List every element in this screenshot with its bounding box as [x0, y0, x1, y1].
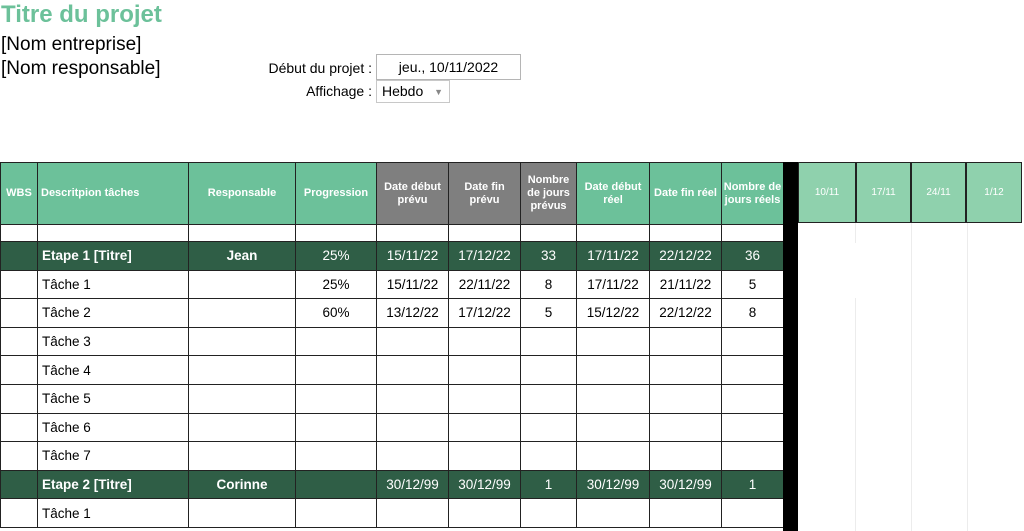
start-date-input[interactable]: jeu., 10/11/2022 — [376, 54, 521, 80]
cell-description[interactable]: Tâche 5 — [37, 383, 189, 414]
cell-actual-end[interactable]: 21/11/22 — [649, 269, 722, 300]
cell-planned-days[interactable]: 8 — [520, 269, 577, 300]
cell-owner[interactable] — [188, 298, 296, 328]
cell-description[interactable]: Etape 1 [Titre] — [37, 241, 189, 271]
header-actual-days[interactable]: Nombre de jours réels — [721, 162, 784, 225]
cell-description[interactable]: Tâche 3 — [37, 326, 189, 357]
header-owner[interactable]: Responsable — [188, 162, 296, 225]
cell-description[interactable]: Tâche 7 — [37, 441, 189, 471]
cell-planned-start[interactable]: 30/12/99 — [376, 469, 449, 500]
header-planned-end[interactable]: Date fin prévu — [448, 162, 521, 225]
gantt-week-header[interactable]: 24/11 — [911, 162, 966, 223]
table-row: Tâche 4 — [0, 355, 784, 385]
cell-planned-days[interactable]: 33 — [520, 241, 577, 271]
table-row: Tâche 1 — [0, 498, 784, 528]
cell-actual-start[interactable]: 17/11/22 — [576, 241, 650, 271]
company-name: [Nom entreprise] — [1, 34, 142, 55]
cell-actual-start[interactable]: 30/12/99 — [576, 469, 650, 500]
header-progress[interactable]: Progression — [295, 162, 377, 225]
table-row: Tâche 3 — [0, 326, 784, 357]
manager-name: [Nom responsable] — [1, 58, 161, 79]
table-row: Tâche 2 60% 13/12/22 17/12/22 5 15/12/22… — [0, 298, 784, 328]
cell-actual-days[interactable]: 1 — [721, 469, 784, 500]
cell-actual-start[interactable]: 15/12/22 — [576, 298, 650, 328]
cell-planned-end[interactable]: 30/12/99 — [448, 469, 521, 500]
project-title: Titre du projet — [1, 1, 162, 28]
cell-wbs[interactable] — [0, 469, 38, 500]
cell-description[interactable]: Tâche 6 — [37, 412, 189, 443]
start-date-label: Début du projet : — [268, 60, 372, 76]
cell-description[interactable]: Tâche 2 — [37, 298, 189, 328]
cell-owner[interactable]: Jean — [188, 241, 296, 271]
chevron-down-icon[interactable]: ▼ — [434, 87, 443, 97]
view-select-value: Hebdo — [382, 83, 424, 99]
cell-wbs[interactable] — [0, 269, 38, 300]
gantt-week-header[interactable]: 17/11 — [856, 162, 911, 223]
header-planned-days[interactable]: Nombre de jours prévus — [520, 162, 577, 225]
cell-owner[interactable] — [188, 269, 296, 300]
table-gantt-divider — [783, 162, 798, 531]
cell-actual-end[interactable]: 22/12/22 — [649, 241, 722, 271]
cell-planned-end[interactable]: 22/11/22 — [448, 269, 521, 300]
cell-planned-end[interactable]: 17/12/22 — [448, 298, 521, 328]
table-row: Tâche 1 25% 15/11/22 22/11/22 8 17/11/22… — [0, 269, 784, 300]
cell-planned-days[interactable]: 5 — [520, 298, 577, 328]
cell-planned-end[interactable]: 17/12/22 — [448, 241, 521, 271]
cell-wbs[interactable] — [0, 241, 38, 271]
cell-progress[interactable]: 25% — [295, 241, 377, 271]
view-select[interactable]: Hebdo ▼ — [376, 80, 450, 103]
gantt-gridline — [855, 298, 856, 531]
cell-actual-days[interactable]: 5 — [721, 269, 784, 300]
cell-wbs[interactable] — [0, 498, 38, 528]
cell-wbs[interactable] — [0, 298, 38, 328]
cell-planned-start[interactable]: 15/11/22 — [376, 269, 449, 300]
cell-actual-days[interactable]: 36 — [721, 241, 784, 271]
cell-planned-days[interactable]: 1 — [520, 469, 577, 500]
cell-actual-days[interactable]: 8 — [721, 298, 784, 328]
cell-wbs[interactable] — [0, 412, 38, 443]
gantt-week-header[interactable]: 10/11 — [798, 162, 856, 223]
gantt-week-header[interactable]: 1/12 — [966, 162, 1022, 223]
header-wbs[interactable]: WBS — [0, 162, 38, 225]
cell-wbs[interactable] — [0, 441, 38, 471]
view-label: Affichage : — [306, 83, 372, 99]
cell-planned-start[interactable]: 15/11/22 — [376, 241, 449, 271]
gantt-header: 10/11 17/11 24/11 1/12 — [798, 162, 1022, 223]
cell-progress[interactable]: 25% — [295, 269, 377, 300]
cell-description[interactable]: Tâche 1 — [37, 269, 189, 300]
table-row: Tâche 7 — [0, 441, 784, 471]
table-row-stage-2: Etape 2 [Titre] Corinne 30/12/99 30/12/9… — [0, 469, 784, 500]
header-description[interactable]: Descritpion tâches — [37, 162, 189, 225]
cell-description[interactable]: Etape 2 [Titre] — [37, 469, 189, 500]
table-header-row: WBS Descritpion tâches Responsable Progr… — [0, 162, 784, 225]
table-row-stage-1: Etape 1 [Titre] Jean 25% 15/11/22 17/12/… — [0, 241, 784, 271]
cell-progress[interactable] — [295, 469, 377, 500]
spacer-row — [0, 224, 784, 242]
gantt-gridline — [967, 223, 968, 531]
cell-wbs[interactable] — [0, 383, 38, 414]
cell-actual-start[interactable]: 17/11/22 — [576, 269, 650, 300]
table-row: Tâche 5 — [0, 383, 784, 414]
cell-progress[interactable]: 60% — [295, 298, 377, 328]
cell-owner[interactable]: Corinne — [188, 469, 296, 500]
cell-actual-end[interactable]: 22/12/22 — [649, 298, 722, 328]
cell-wbs[interactable] — [0, 326, 38, 357]
cell-actual-end[interactable]: 30/12/99 — [649, 469, 722, 500]
task-table: WBS Descritpion tâches Responsable Progr… — [0, 162, 784, 528]
gantt-gridline — [855, 223, 856, 243]
gantt-gridline — [911, 223, 912, 531]
cell-description[interactable]: Tâche 4 — [37, 355, 189, 385]
header-actual-end[interactable]: Date fin réel — [649, 162, 722, 225]
cell-wbs[interactable] — [0, 355, 38, 385]
table-row: Tâche 6 — [0, 412, 784, 443]
header-planned-start[interactable]: Date début prévu — [376, 162, 449, 225]
cell-description[interactable]: Tâche 1 — [37, 498, 189, 528]
cell-planned-start[interactable]: 13/12/22 — [376, 298, 449, 328]
header-actual-start[interactable]: Date début réel — [576, 162, 650, 225]
